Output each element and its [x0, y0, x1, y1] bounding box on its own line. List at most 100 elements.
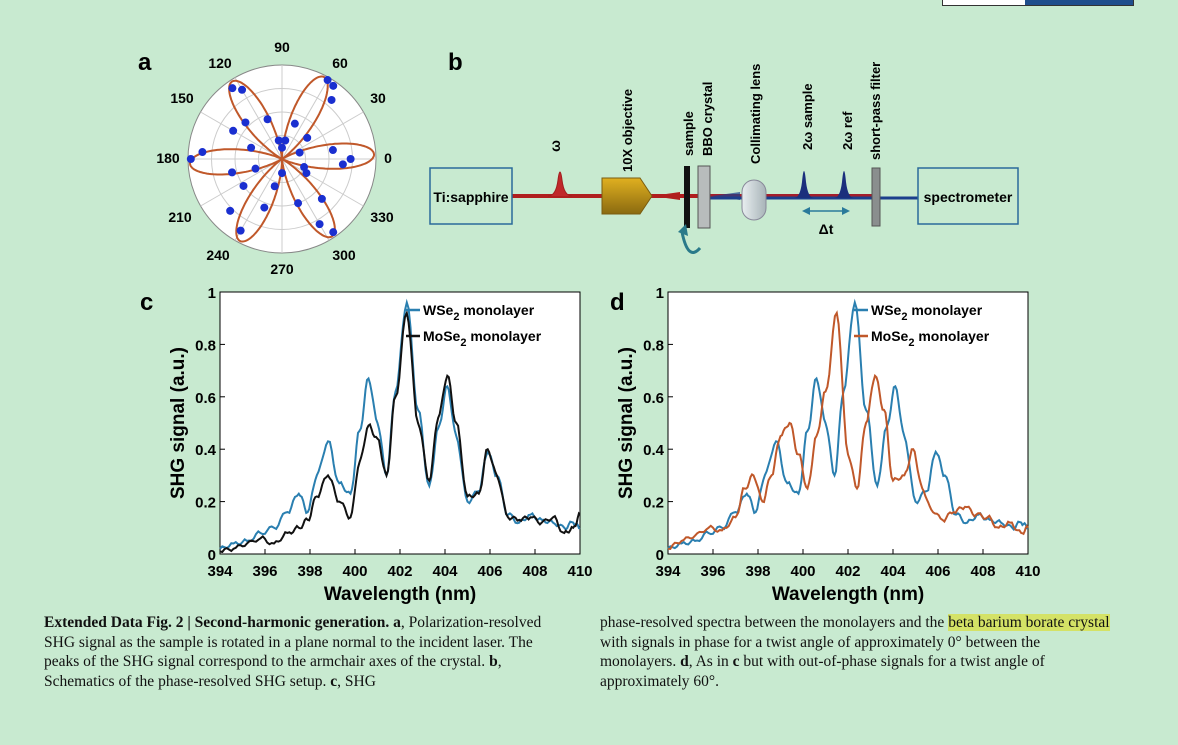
panel-label-d: d [610, 289, 625, 316]
polar-data-point [346, 155, 355, 163]
polar-spoke [200, 111, 283, 160]
x-tick-label: 398 [745, 563, 770, 580]
polar-data-point [329, 81, 338, 90]
polar-data-point [315, 220, 324, 229]
angle-label: 30 [370, 90, 386, 106]
caption-text: , SHG [337, 672, 376, 690]
x-axis-label: Wavelength (nm) [772, 584, 924, 605]
caption-text: phase-resolved spectra between the monol… [600, 614, 949, 631]
pulse-2w-sample [794, 171, 814, 198]
polar-spoke [281, 77, 330, 160]
bbo-crystal [697, 165, 711, 229]
spectrometer-box [917, 167, 1019, 225]
x-tick-label: 402 [835, 563, 860, 580]
polar-data-point [238, 85, 247, 94]
caption-text: with signals in phase for a twist angle … [600, 633, 1041, 671]
objective-label: 10X objective [620, 89, 635, 172]
polar-data-point [317, 194, 326, 203]
two-omega-ref-label: 2ω ref [840, 111, 855, 150]
y-axis-label: SHG signal (a.u.) [168, 347, 189, 499]
short-pass-filter [871, 167, 881, 227]
angle-label: 240 [206, 247, 230, 263]
polar-plot: 90 60 30 0 330 300 270 240 210 180 150 1… [156, 39, 394, 277]
polar-data-point [329, 228, 338, 237]
polar-data-point [327, 95, 336, 104]
polar-data-point [228, 84, 237, 93]
shg-setup-schematic: Ti:sapphire ω 10X objective sample BBO c… [429, 62, 1019, 254]
y-axis-label: SHG signal (a.u.) [616, 347, 637, 499]
rotation-arrow-head [678, 224, 688, 236]
angle-label: 0 [384, 150, 392, 166]
y-tick-label: 0.2 [195, 495, 216, 512]
polar-data-point [247, 143, 256, 152]
polar-data-point [251, 164, 260, 173]
y-tick-label: 1 [656, 285, 664, 302]
y-tick-label: 0.4 [195, 442, 217, 459]
series-line [219, 298, 581, 550]
caption-highlight: beta barium borate crystal [948, 614, 1110, 631]
chart-d: 394 396 398 400 402 404 406 408 410 0 0.2 0.4 0.6 0.8… [616, 285, 1041, 605]
x-tick-label: 402 [387, 563, 412, 580]
objective-lens-shape [601, 177, 653, 215]
y-tick-label: 0.4 [643, 442, 665, 459]
x-tick-label: 406 [925, 563, 950, 580]
pulse-fundamental [547, 171, 573, 197]
series-line [667, 310, 1029, 551]
x-tick-label: 410 [1015, 563, 1040, 580]
polar-spoke [200, 158, 283, 207]
y-tick-label: 0.2 [643, 495, 664, 512]
rotation-arrow [680, 231, 702, 254]
caption-right: phase-resolved spectra between the monol… [600, 613, 1120, 691]
x-tick-label: 400 [790, 563, 815, 580]
panel-label-b: b [448, 49, 463, 76]
chart-c: 394 396 398 400 402 404 406 408 410 0 0.2 0.4 0.6 0.8… [168, 285, 593, 605]
x-tick-label: 410 [567, 563, 592, 580]
caption-ref-b: b [489, 653, 498, 671]
angle-label: 300 [332, 247, 356, 263]
legend-label: WSe2 monolayer [423, 302, 535, 323]
polar-data-point [278, 169, 286, 178]
x-tick-label: 404 [880, 563, 906, 580]
panel-label-a: a [138, 49, 152, 76]
laser-box [429, 167, 513, 225]
caption-text: but with out-of-phase signals for a twis… [600, 653, 1045, 690]
caption-left: Extended Data Fig. 2 | Second-harmonic g… [44, 613, 564, 691]
x-tick-label: 408 [522, 563, 547, 580]
polar-spoke [281, 158, 364, 207]
caption-ref-c: c [330, 672, 338, 690]
x-axis-label: Wavelength (nm) [324, 584, 476, 605]
caption-text: , Schematics of the phase-resolved SHG s… [44, 653, 502, 690]
diverging-cone [712, 192, 740, 200]
omega-label: ω [547, 140, 563, 152]
polar-data-point [226, 206, 235, 215]
x-tick-label: 406 [477, 563, 502, 580]
focus-cone [652, 192, 680, 200]
polar-data-point [198, 148, 207, 157]
polar-data-point [328, 146, 337, 155]
header-bar [942, 0, 1134, 6]
polar-data-point [236, 226, 245, 235]
x-tick-label: 398 [297, 563, 322, 580]
polar-angle-labels: 90 60 30 0 330 300 270 240 210 180 150 1… [156, 39, 394, 277]
polar-data-point [303, 133, 312, 142]
polar-data-point [290, 119, 299, 128]
panel-label-c: c [140, 289, 153, 316]
series-line [667, 298, 1029, 550]
series-line [219, 309, 581, 554]
delay-label: Δt [819, 221, 834, 237]
caption-text: , Polarization-resolved SHG signal as th… [44, 614, 542, 671]
y-tick-label: 0.6 [195, 390, 216, 407]
polar-spoke [281, 111, 364, 160]
polar-spoke [234, 158, 283, 241]
angle-label: 270 [270, 261, 294, 277]
y-tick-label: 0 [208, 547, 216, 564]
collimating-lens-shape [741, 179, 767, 221]
y-tick-label: 0.6 [643, 390, 664, 407]
polar-data-point [229, 126, 238, 135]
sample-label: sample [681, 111, 696, 156]
x-tick-label: 394 [655, 563, 681, 580]
caption-ref-d: d [680, 653, 689, 671]
sample-plate [684, 166, 690, 228]
filter-label: short-pass filter [868, 62, 883, 160]
delay-arrow-right [842, 207, 850, 215]
